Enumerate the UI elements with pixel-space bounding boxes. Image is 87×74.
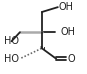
Text: ': ' (43, 46, 46, 56)
Text: OH: OH (60, 27, 75, 37)
Text: O: O (67, 54, 75, 64)
Text: HO: HO (4, 54, 19, 64)
Text: ·: · (39, 41, 43, 56)
Text: OH: OH (59, 2, 74, 12)
Text: HO: HO (4, 36, 19, 46)
